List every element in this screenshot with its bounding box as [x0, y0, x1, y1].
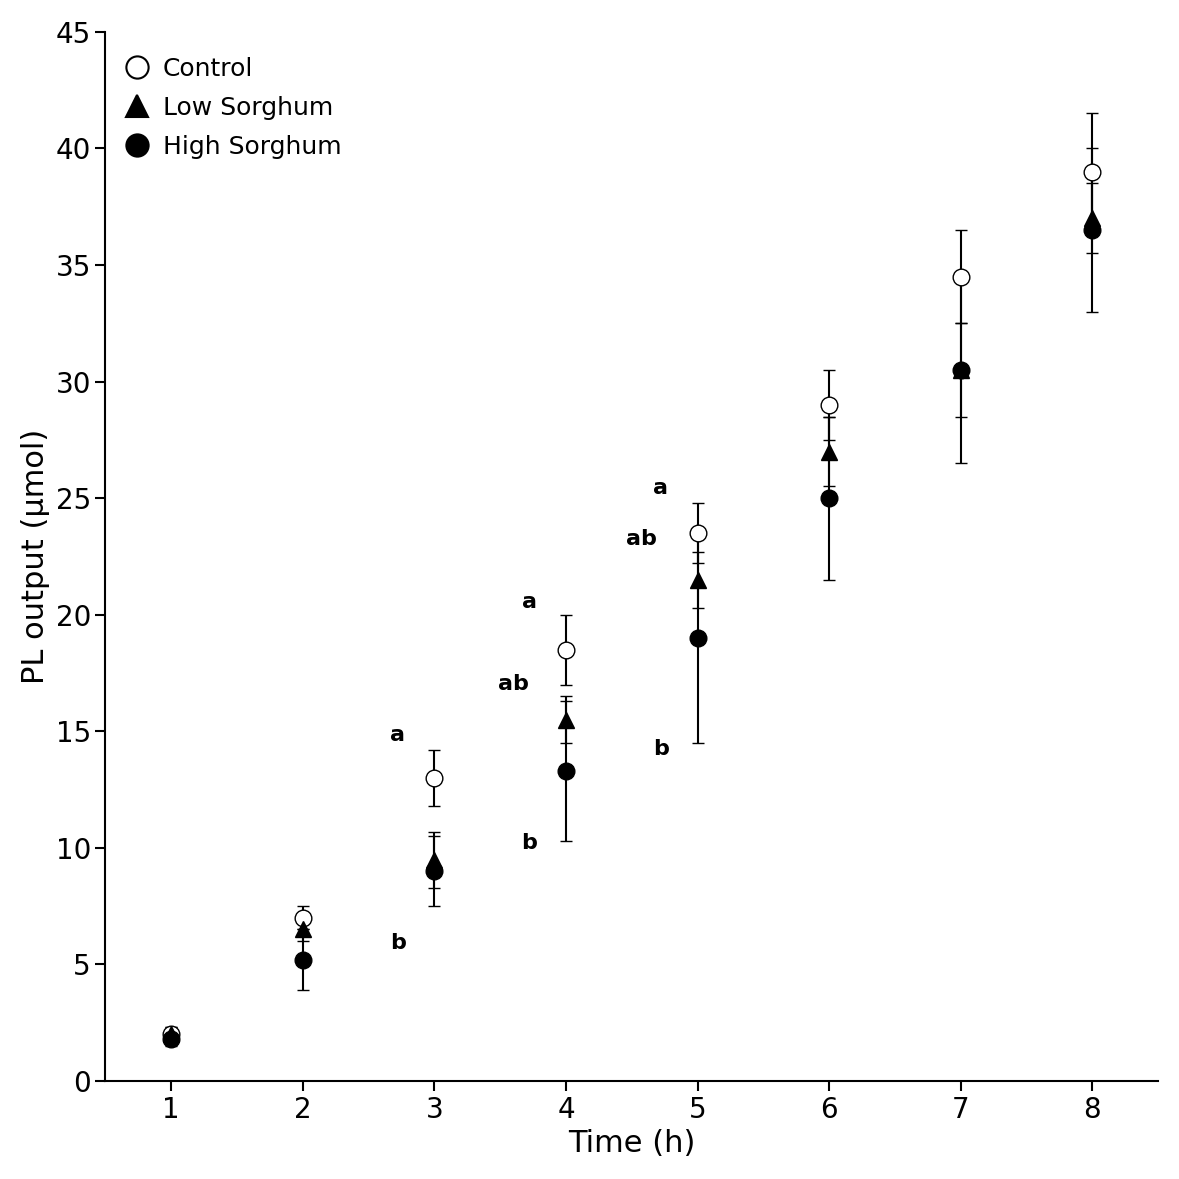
Text: a: a	[390, 725, 406, 745]
Y-axis label: PL output (μmol): PL output (μmol)	[21, 429, 50, 684]
Text: ab: ab	[626, 529, 657, 549]
Text: ab: ab	[498, 674, 529, 694]
X-axis label: Time (h): Time (h)	[568, 1129, 696, 1158]
Text: b: b	[653, 739, 668, 759]
Legend: Control, Low Sorghum, High Sorghum: Control, Low Sorghum, High Sorghum	[118, 45, 354, 171]
Text: a: a	[653, 479, 668, 499]
Text: b: b	[521, 832, 538, 852]
Text: a: a	[521, 592, 536, 612]
Text: b: b	[389, 933, 406, 953]
